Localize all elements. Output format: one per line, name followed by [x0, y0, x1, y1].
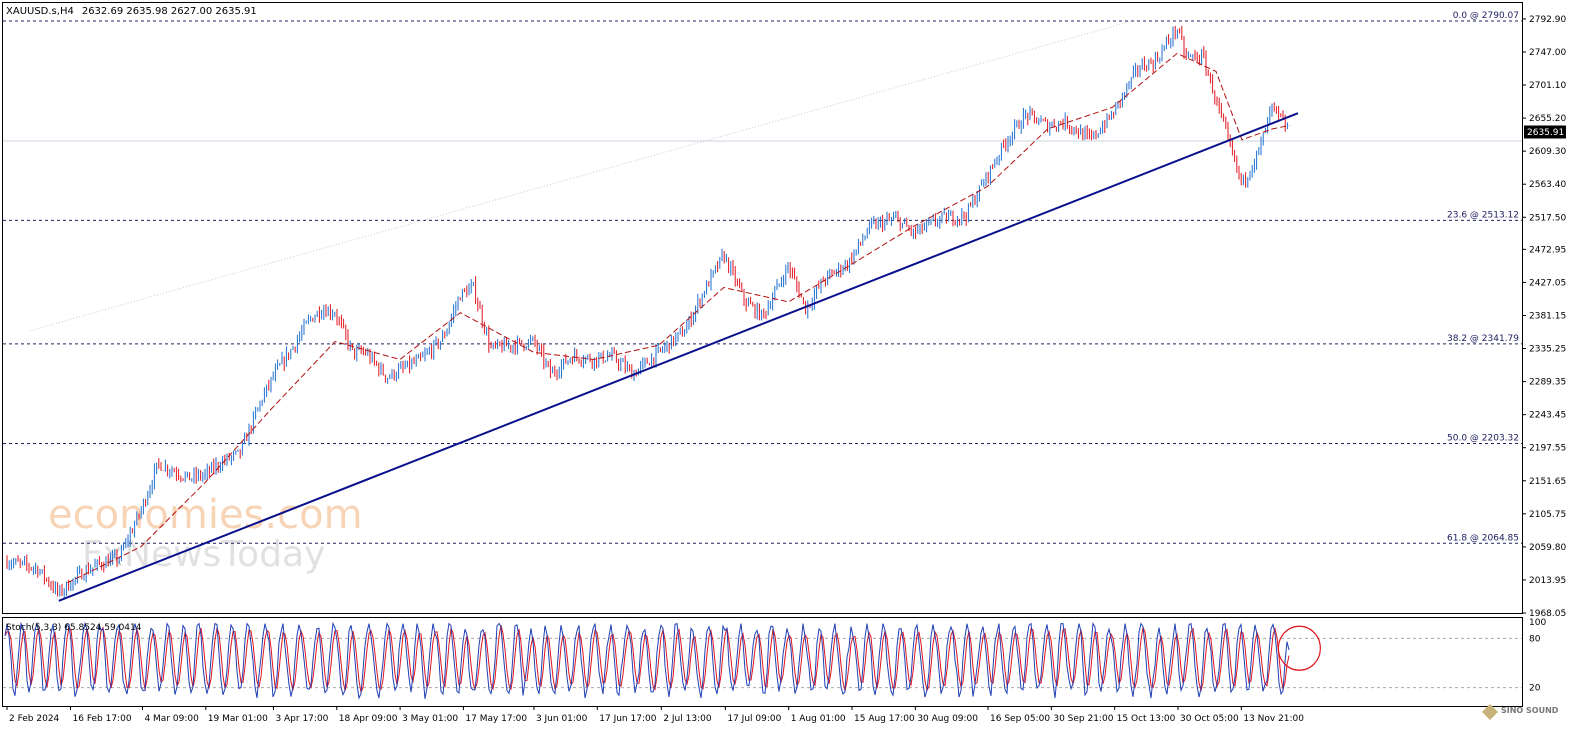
y-tick-label: 2105.75 [1529, 510, 1566, 520]
x-tick-label: 1 Aug 01:00 [791, 714, 846, 724]
current-price-tag-bg [1524, 125, 1566, 139]
watermark-line2: FxNewsToday [82, 534, 325, 575]
moving-average-line [67, 52, 1290, 584]
y-tick-label: 2151.65 [1529, 477, 1566, 487]
x-tick-label: 3 May 01:00 [402, 714, 458, 724]
stoch-panel-border [2, 617, 1523, 707]
badge-logo-icon [1482, 704, 1498, 720]
fib-level-label: 38.2 @ 2341.79 [1447, 334, 1519, 344]
x-tick-label: 17 May 17:00 [465, 714, 527, 724]
x-tick-label: 19 Mar 01:00 [208, 714, 268, 724]
support-trendline [58, 112, 1299, 602]
fib-level-label: 61.8 @ 2064.85 [1447, 533, 1519, 543]
x-tick-label: 17 Jun 17:00 [599, 714, 656, 724]
y-tick-label: 2013.95 [1529, 576, 1566, 586]
y-tick-label: 2609.30 [1529, 147, 1566, 157]
y-tick-label: 2517.50 [1529, 213, 1566, 223]
stoch-tick-label: 80 [1529, 634, 1541, 644]
y-tick-label: 2381.15 [1529, 311, 1566, 321]
x-tick-label: 2 Jul 13:00 [663, 714, 712, 724]
y-tick-label: 2655.20 [1529, 114, 1566, 124]
x-tick-label: 30 Sep 21:00 [1053, 714, 1113, 724]
x-tick-label: 13 Nov 21:00 [1243, 714, 1304, 724]
y-tick-label: 2335.25 [1529, 345, 1566, 355]
watermark-line1: economies.com [48, 492, 363, 538]
x-tick-label: 2 Feb 2024 [9, 714, 60, 724]
chart-header: XAUUSD.s,H4 2632.69 2635.98 2627.00 2635.… [6, 6, 257, 17]
annotation-circle [1277, 625, 1321, 671]
y-tick-label: 2792.90 [1529, 15, 1566, 25]
fibonacci-levels: 0.0 @ 2790.07 23.6 @ 2513.12 38.2 @ 2341.7… [3, 11, 1522, 544]
badge-text: SINO SOUND [1501, 706, 1559, 715]
x-tick-label: 4 Mar 09:00 [144, 714, 199, 724]
sino-sound-badge: SINO SOUND [1482, 704, 1559, 720]
stoch-label: Stoch(5,3,3) 65.8524 59.0414 [6, 623, 142, 633]
y-tick-label: 2563.40 [1529, 180, 1566, 190]
fib-level-label: 50.0 @ 2203.32 [1447, 434, 1519, 444]
x-tick-label: 16 Sep 05:00 [990, 714, 1050, 724]
x-tick-label: 30 Aug 09:00 [917, 714, 978, 724]
fib-level-label: 0.0 @ 2790.07 [1453, 11, 1519, 21]
price-axis: 2792.90 2747.00 2701.10 2655.20 2609.30 2563.… [1522, 15, 1566, 619]
header-ohlc: 2632.69 2635.98 2627.00 2635.91 [82, 6, 257, 17]
x-tick-label: 17 Jul 09:00 [727, 714, 781, 724]
header-symbol: XAUUSD.s,H4 [6, 6, 74, 17]
x-tick-label: 30 Oct 05:00 [1180, 714, 1239, 724]
x-tick-label: 18 Apr 09:00 [339, 714, 398, 724]
fib-level-label: 23.6 @ 2513.12 [1447, 210, 1519, 220]
trendlines [29, 20, 1299, 602]
y-tick-label: 2289.35 [1529, 378, 1566, 388]
y-tick-label: 2472.95 [1529, 245, 1566, 255]
x-tick-label: 16 Feb 17:00 [73, 714, 132, 724]
stoch-tick-label: 20 [1529, 684, 1541, 694]
stoch-tick-label: 100 [1529, 618, 1546, 628]
y-tick-label: 2747.00 [1529, 48, 1566, 58]
moving-average [67, 52, 1290, 584]
x-tick-label: 3 Apr 17:00 [275, 714, 328, 724]
candlesticks [6, 25, 1288, 599]
y-tick-label: 2197.55 [1529, 444, 1566, 454]
current-price-tag: 2635.91 [1524, 125, 1566, 139]
stoch-signal-line [4, 625, 1290, 694]
x-tick-label: 15 Aug 17:00 [854, 714, 915, 724]
x-tick-label: 15 Oct 13:00 [1117, 714, 1176, 724]
y-tick-label: 2059.80 [1529, 543, 1566, 553]
stoch-main-line [4, 621, 1290, 700]
stochastic-panel: 100 80 20 [3, 618, 1546, 700]
x-tick-label: 3 Jun 01:00 [536, 714, 588, 724]
time-axis: 2 Feb 2024 16 Feb 17:00 4 Mar 09:00 19 Mar … [6, 706, 1304, 724]
watermark: economies.com FxNewsToday [48, 492, 363, 575]
y-tick-label: 2701.10 [1529, 81, 1566, 91]
y-tick-label: 2243.45 [1529, 411, 1566, 421]
y-tick-label: 1968.05 [1529, 609, 1566, 619]
current-price-tag-text: 2635.91 [1527, 128, 1564, 138]
main-panel-border [2, 2, 1523, 614]
y-tick-label: 2427.05 [1529, 278, 1566, 288]
